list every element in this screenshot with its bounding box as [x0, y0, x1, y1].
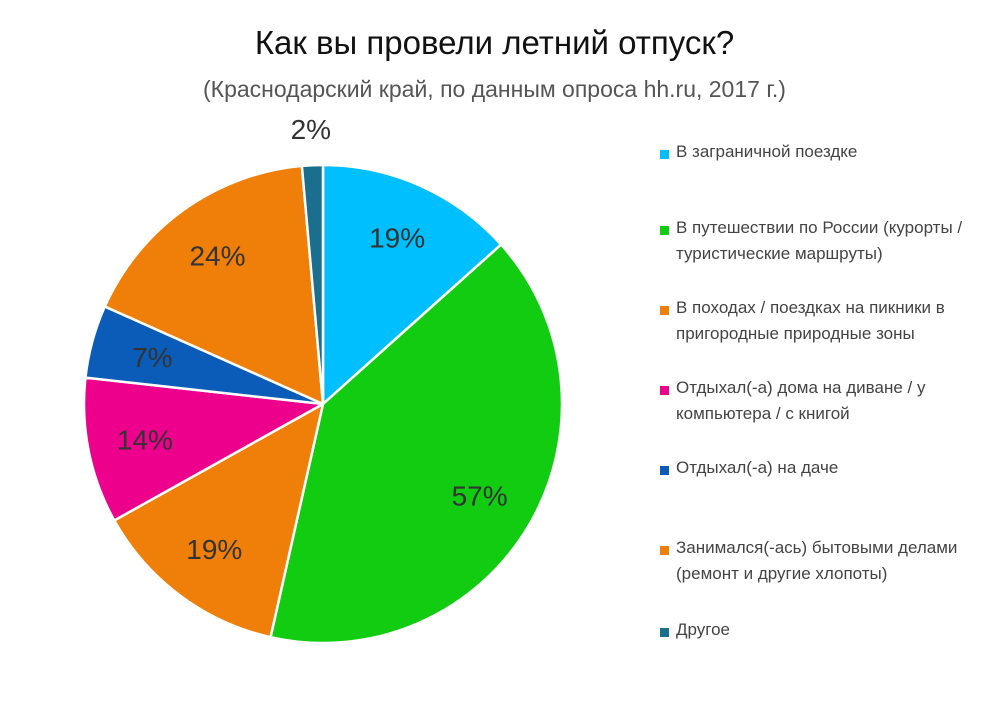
legend-item-1: В заграничной поездке	[660, 142, 980, 165]
legend-swatch	[660, 386, 669, 395]
chart-legend: В заграничной поездке В путешествии по Ро…	[660, 0, 980, 704]
legend-swatch	[660, 628, 669, 637]
legend-item-4: Отдыхал(-а) дома на диване / у компьютер…	[660, 378, 980, 427]
legend-swatch	[660, 306, 669, 315]
chart-title: Как вы провели летний отпуск?	[254, 24, 735, 61]
legend-swatch	[660, 466, 669, 475]
legend-label: В заграничной поездке	[676, 142, 858, 161]
data-label-6: 24%	[189, 241, 245, 272]
legend-item-6: Занимался(-ась) бытовыми делами (ремонт …	[660, 538, 980, 587]
data-label-7: 2%	[291, 114, 331, 145]
legend-label: В путешествии по России (курорты / турис…	[676, 218, 963, 263]
pie-slice-3	[113, 402, 325, 639]
chart-subtitle: (Краснодарский край, по данным опроса hh…	[203, 76, 786, 102]
legend-item-5: Отдыхал(-а) на даче	[660, 458, 980, 481]
legend-swatch	[660, 546, 669, 555]
legend-item-7: Другое	[660, 620, 980, 643]
legend-label: Отдыхал(-а) дома на диване / у компьютер…	[676, 378, 926, 423]
data-label-2: 57%	[452, 481, 508, 512]
legend-item-2: В путешествии по России (курорты / турис…	[660, 218, 980, 267]
legend-swatch	[660, 226, 669, 235]
pie-slice-4	[82, 376, 325, 522]
legend-label: Отдыхал(-а) на даче	[676, 458, 839, 477]
pie-slice-1	[321, 163, 503, 406]
legend-label: В походах / поездках на пикники в пригор…	[676, 298, 945, 343]
legend-item-3: В походах / поездках на пикники в пригор…	[660, 298, 980, 347]
data-label-3: 19%	[186, 534, 242, 565]
pie-slice-7	[300, 163, 325, 406]
pie-slice-6	[103, 164, 325, 406]
legend-label: Занимался(-ась) бытовыми делами (ремонт …	[676, 538, 958, 583]
legend-swatch	[660, 150, 669, 159]
data-label-1: 19%	[369, 223, 425, 254]
legend-label: Другое	[676, 620, 731, 639]
data-label-5: 7%	[132, 342, 172, 373]
data-label-4: 14%	[117, 424, 173, 455]
pie-slice-2	[269, 243, 564, 645]
